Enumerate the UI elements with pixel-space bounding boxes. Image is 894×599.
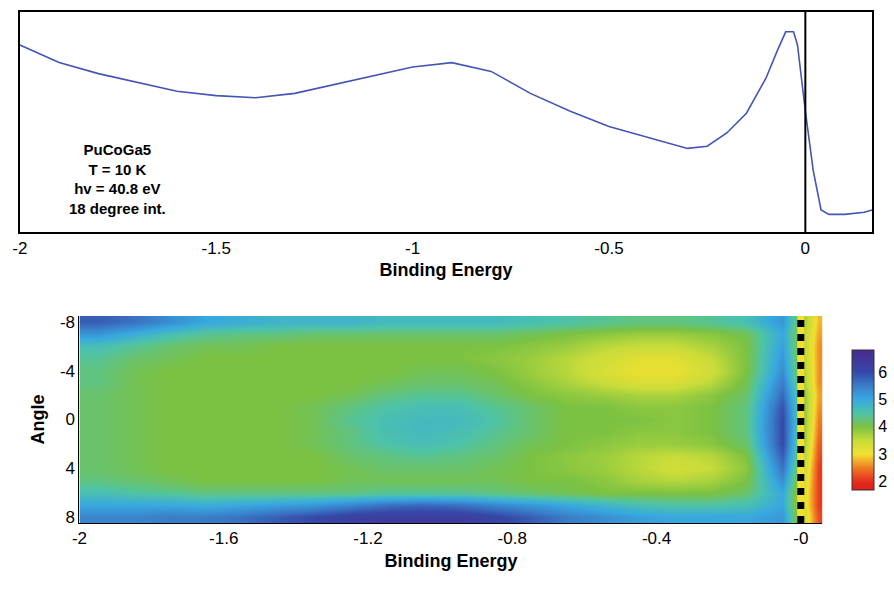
svg-text:0: 0 [66,410,75,429]
svg-text:-2: -2 [12,239,27,258]
svg-text:-1.6: -1.6 [209,529,238,548]
svg-text:-0.4: -0.4 [642,529,671,548]
svg-text:4: 4 [66,459,75,478]
svg-text:-1.2: -1.2 [353,529,382,548]
svg-text:-0.8: -0.8 [498,529,527,548]
svg-text:-0: -0 [793,529,808,548]
svg-text:Binding Energy: Binding Energy [379,260,512,280]
svg-text:3: 3 [878,446,887,463]
svg-text:Binding Energy: Binding Energy [384,551,517,571]
svg-text:PuCoGa5T = 10 Khv = 40.8 eV18: PuCoGa5T = 10 Khv = 40.8 eV18 degree int… [69,141,166,217]
svg-text:4: 4 [878,418,887,435]
svg-text:-2: -2 [72,529,87,548]
svg-text:-1.5: -1.5 [202,239,231,258]
svg-text:Angle: Angle [28,394,48,444]
svg-text:-0.5: -0.5 [594,239,623,258]
svg-text:6: 6 [878,364,887,381]
svg-text:-4: -4 [60,362,75,381]
svg-text:2: 2 [878,473,887,490]
svg-text:-1: -1 [405,239,420,258]
svg-text:8: 8 [66,508,75,527]
svg-text:5: 5 [878,391,887,408]
svg-text:-8: -8 [60,313,75,332]
svg-text:0: 0 [801,239,810,258]
